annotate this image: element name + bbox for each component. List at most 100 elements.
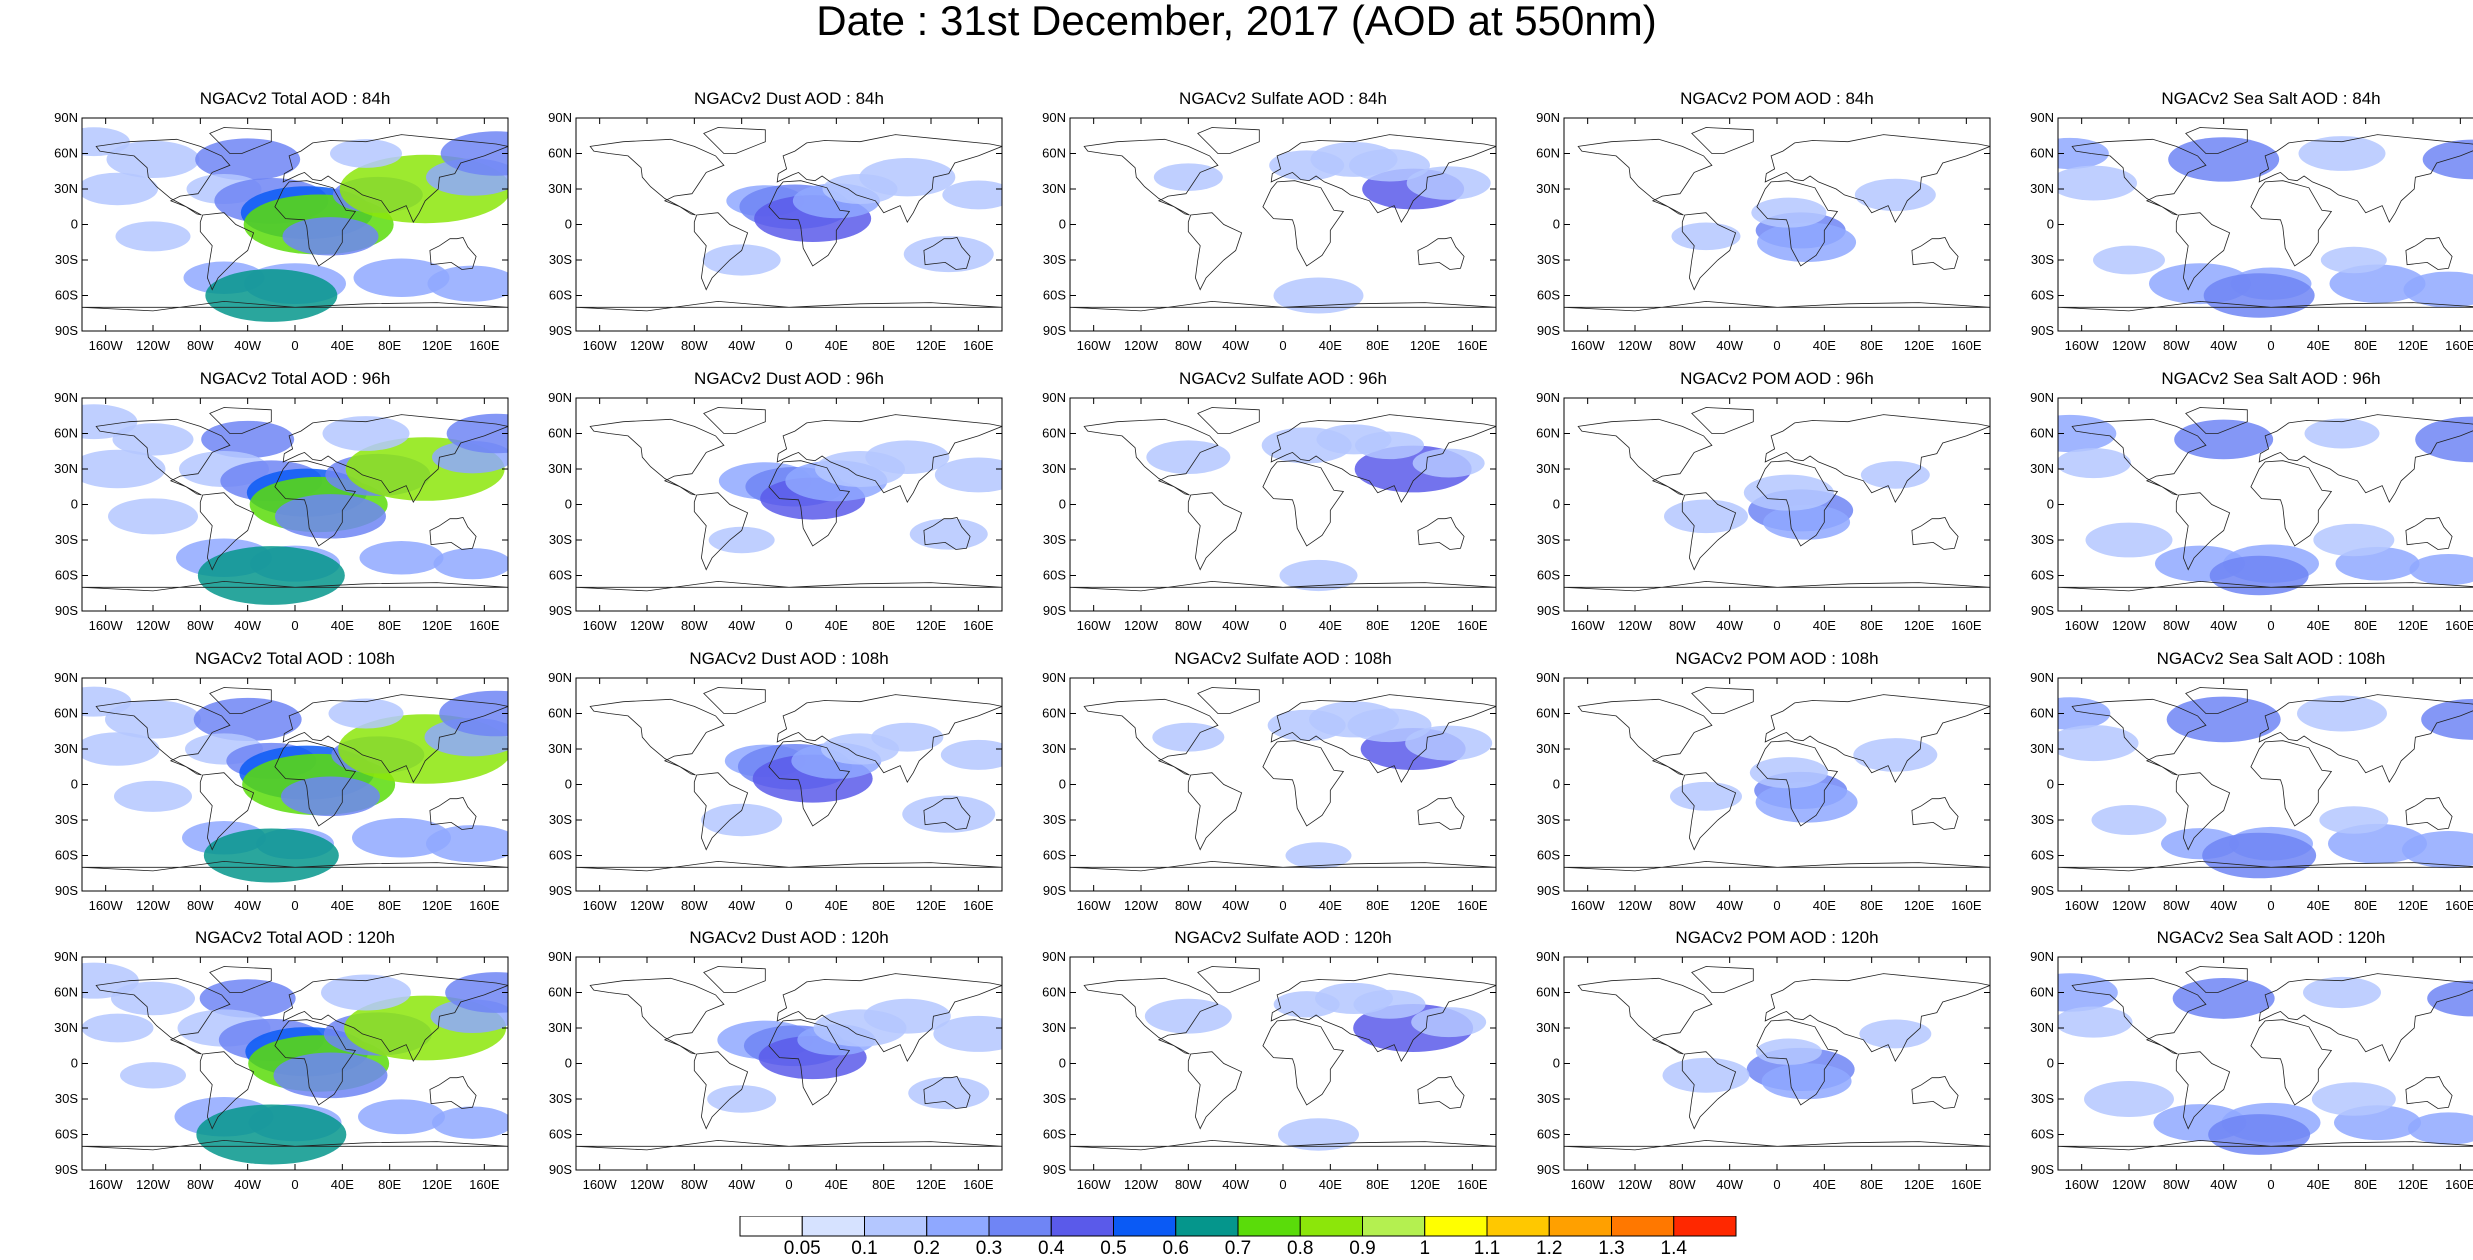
aod-region: [1355, 431, 1424, 460]
aod-region: [82, 449, 166, 489]
lon-tick-label: 80E: [872, 898, 895, 913]
coastline: [1070, 1139, 1496, 1151]
lon-tick-label: 160W: [1571, 898, 1606, 913]
aod-region: [353, 258, 450, 297]
panel-title: NGACv2 Total AOD : 84h: [200, 89, 391, 108]
lat-tick-label: 30N: [2030, 461, 2054, 476]
aod-region: [2409, 553, 2473, 586]
map-panel-pom-r1: NGACv2 POM AOD : 96h 90N 60N 30N 0 30S 60S 90S 1…: [1520, 369, 2000, 640]
colorbar-label: 0.2: [914, 1238, 940, 1256]
lat-tick-label: 0: [1059, 217, 1066, 232]
colorbar-label: 0.1: [851, 1238, 877, 1256]
lon-tick-label: 80E: [378, 618, 401, 633]
aod-region: [2203, 273, 2315, 318]
lat-tick-label: 60S: [549, 568, 572, 583]
map-plot: NGACv2 Sulfate AOD : 96h 90N 60N 30N 0 30S 60S…: [1042, 369, 1497, 633]
coastline: [82, 580, 508, 592]
aod-region: [1854, 178, 1936, 212]
coastline: [1764, 973, 1990, 1062]
panel-title: NGACv2 Sea Salt AOD : 120h: [2157, 928, 2386, 947]
coastline: [274, 460, 357, 547]
panel-title: NGACv2 POM AOD : 84h: [1680, 89, 1874, 108]
lon-tick-label: 160E: [1951, 898, 1982, 913]
lat-tick-label: 0: [565, 1056, 572, 1071]
lat-tick-label: 60N: [54, 146, 78, 161]
lat-tick-label: 90S: [55, 883, 78, 898]
lat-tick-label: 0: [1059, 777, 1066, 792]
lat-tick-label: 30N: [2030, 1020, 2054, 1035]
aod-region: [2313, 523, 2395, 557]
lon-tick-label: 40W: [728, 898, 755, 913]
aod-region: [2172, 978, 2275, 1019]
lat-tick-label: 90S: [1537, 603, 1560, 618]
coastline: [429, 1076, 477, 1109]
aod-region: [2408, 1112, 2473, 1145]
lat-tick-label: 60N: [1536, 426, 1560, 441]
lat-tick-label: 30N: [1042, 1020, 1066, 1035]
coastline: [1756, 180, 1839, 267]
lon-tick-label: 80W: [2163, 1177, 2190, 1192]
lat-tick-label: 30N: [54, 181, 78, 196]
aod-region: [2091, 805, 2167, 835]
colorbar-label: 0.6: [1163, 1238, 1189, 1256]
lon-tick-label: 40W: [234, 1177, 261, 1192]
lon-tick-label: 80W: [187, 1177, 214, 1192]
coastline: [589, 977, 725, 1055]
aod-field: [1664, 461, 1930, 540]
lon-tick-label: 120E: [1904, 1177, 1935, 1192]
aod-region: [1412, 448, 1485, 478]
lat-tick-label: 30S: [2031, 532, 2054, 547]
lon-tick-label: 160E: [1457, 338, 1488, 353]
lat-tick-label: 30S: [1043, 1091, 1066, 1106]
colorbar-label: 0.05: [784, 1238, 821, 1256]
lat-tick-label: 90S: [1043, 603, 1066, 618]
aod-region: [120, 1062, 186, 1089]
panel-title: NGACv2 Sulfate AOD : 84h: [1179, 89, 1387, 108]
coastline: [2258, 694, 2473, 783]
lat-tick-label: 30N: [548, 1020, 572, 1035]
lon-tick-label: 120W: [1124, 898, 1159, 913]
lon-tick-label: 160E: [1951, 618, 1982, 633]
lon-tick-label: 0: [1773, 338, 1780, 353]
lat-tick-label: 60S: [1043, 1127, 1066, 1142]
coastline: [923, 237, 971, 270]
lon-tick-label: 160W: [89, 898, 124, 913]
aod-region: [2427, 980, 2473, 1017]
lon-tick-label: 120W: [1618, 618, 1653, 633]
lon-tick-label: 160E: [2445, 1177, 2473, 1192]
colorbar-label: 1.2: [1536, 1238, 1562, 1256]
lon-tick-label: 120E: [916, 338, 947, 353]
map-panel-total-r1: NGACv2 Total AOD : 96h 90N 60N 30N 0 30S 60S 90…: [38, 369, 518, 640]
panel-title: NGACv2 Sea Salt AOD : 84h: [2161, 89, 2380, 108]
lon-tick-label: 40W: [234, 338, 261, 353]
lat-tick-label: 90S: [55, 603, 78, 618]
coastline: [2071, 698, 2207, 776]
coastline: [703, 127, 766, 154]
map-plot: NGACv2 Sulfate AOD : 84h 90N 60N 30N 0 30S 60S…: [1042, 89, 1497, 353]
aod-region: [111, 981, 195, 1016]
aod-field: [1144, 982, 1487, 1151]
aod-region: [1278, 1118, 1359, 1151]
lat-tick-label: 60S: [55, 1127, 78, 1142]
lon-tick-label: 0: [1279, 898, 1286, 913]
lon-tick-label: 160E: [963, 338, 994, 353]
coastline: [1417, 797, 1465, 830]
colorbar-swatch: [1362, 1216, 1426, 1237]
lon-tick-label: 80E: [378, 1177, 401, 1192]
lon-tick-label: 40W: [234, 898, 261, 913]
lon-tick-label: 120W: [136, 618, 171, 633]
lat-tick-label: 60S: [1537, 848, 1560, 863]
coastline: [2185, 966, 2248, 993]
aod-region: [330, 139, 402, 168]
lon-tick-label: 160E: [1951, 1177, 1982, 1192]
lon-tick-label: 120W: [136, 338, 171, 353]
aod-region: [1273, 991, 1340, 1018]
colorbar-label: 0.4: [1038, 1238, 1065, 1256]
coastline: [199, 492, 255, 571]
aod-region: [2311, 1082, 2396, 1116]
aod-field: [1152, 701, 1493, 869]
coastline: [589, 418, 725, 496]
coastline: [282, 694, 508, 783]
aod-region: [1664, 499, 1748, 534]
lon-tick-label: 0: [2267, 1177, 2274, 1192]
